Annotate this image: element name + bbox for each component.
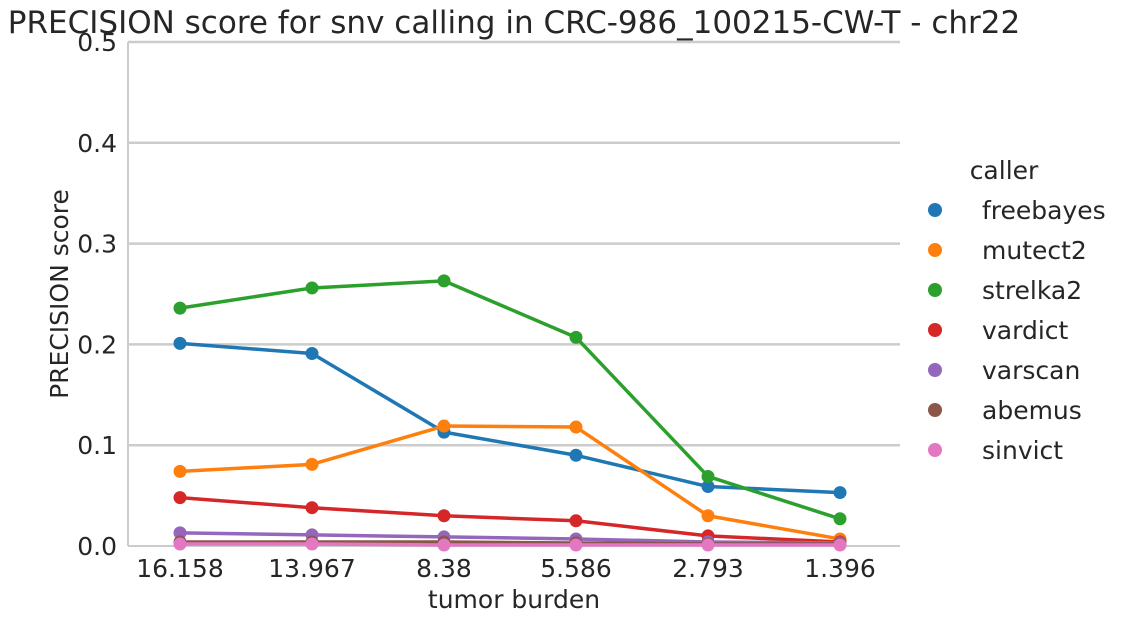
legend-label-vardict: vardict [982,316,1069,345]
series-line-sinvict [178,542,842,547]
y-tick-label: 0.4 [77,129,117,158]
data-point-mutect2 [305,457,319,471]
legend: caller freebayes mutect2 strelka2 vardict var… [928,156,1106,465]
y-axis-label: PRECISION score [45,189,74,399]
data-point-freebayes [833,486,847,500]
data-point-freebayes [701,480,715,494]
data-point-sinvict [437,538,451,552]
legend-marker-abemus [928,403,942,417]
data-point-freebayes [569,448,583,462]
legend-label-abemus: abemus [982,396,1082,425]
legend-title: caller [970,156,1039,185]
y-tick-label: 0.2 [77,330,117,359]
data-point-sinvict [173,537,187,551]
data-point-vardict [305,501,319,515]
x-tick-label: 5.586 [540,554,612,583]
legend-marker-varscan [928,363,942,377]
data-point-vardict [437,509,451,523]
legend-label-mutect2: mutect2 [982,236,1087,265]
data-point-strelka2 [305,281,319,295]
legend-label-freebayes: freebayes [982,196,1106,225]
y-tick-label: 0.5 [77,28,117,57]
legend-marker-vardict [928,323,942,337]
y-tick-label: 0.3 [77,230,117,259]
series-sinvict [173,537,847,552]
legend-marker-sinvict [928,443,942,457]
series-layer [173,274,847,552]
series-line-freebayes [178,341,842,495]
series-line-strelka2 [178,279,842,521]
series-freebayes [173,336,847,500]
x-tick-label: 1.396 [804,554,876,583]
data-point-mutect2 [437,419,451,433]
data-point-freebayes [305,346,319,360]
y-tick-label: 0.0 [77,532,117,561]
data-point-sinvict [833,538,847,552]
x-tick-label: 8.38 [416,554,472,583]
series-mutect2 [173,419,847,546]
series-strelka2 [173,274,847,526]
legend-label-strelka2: strelka2 [982,276,1082,305]
data-point-mutect2 [569,420,583,434]
x-tick-label: 13.967 [268,554,355,583]
data-point-strelka2 [701,469,715,483]
data-point-vardict [173,491,187,505]
x-tick-label: 2.793 [672,554,744,583]
series-vardict [173,491,847,549]
series-line-vardict [178,495,842,544]
legend-marker-freebayes [928,203,942,217]
data-point-strelka2 [569,330,583,344]
data-point-mutect2 [173,464,187,478]
legend-label-sinvict: sinvict [982,436,1063,465]
data-point-sinvict [305,537,319,551]
data-point-strelka2 [173,301,187,315]
legend-marker-strelka2 [928,283,942,297]
series-line-varscan [178,531,842,545]
legend-label-varscan: varscan [982,356,1080,385]
data-point-sinvict [701,538,715,552]
x-tick-label: 16.158 [136,554,223,583]
legend-marker-mutect2 [928,243,942,257]
data-point-sinvict [569,538,583,552]
data-point-varscan [173,526,187,540]
data-point-mutect2 [701,509,715,523]
series-line-mutect2 [178,424,842,541]
data-point-freebayes [173,336,187,350]
data-point-vardict [569,514,583,528]
chart-title: PRECISION score for snv calling in CRC-9… [8,5,1020,41]
x-axis-label: tumor burden [428,585,600,614]
data-point-strelka2 [833,512,847,526]
y-tick-label: 0.1 [77,431,117,460]
grid-lines [128,40,900,447]
data-point-strelka2 [437,274,451,288]
